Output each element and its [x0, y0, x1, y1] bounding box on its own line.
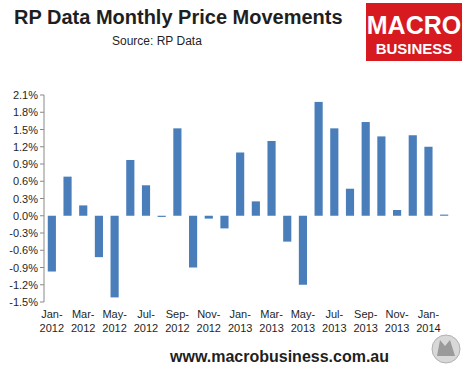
y-tick-label: -1.5%	[9, 296, 38, 308]
bar	[173, 128, 181, 215]
bar	[48, 216, 56, 272]
y-tick-label: 0.9%	[13, 158, 38, 170]
y-tick-label: -1.2%	[9, 279, 38, 291]
bar	[377, 136, 385, 215]
bar	[95, 216, 103, 257]
bar	[63, 177, 71, 216]
y-tick-label: 0.6%	[13, 175, 38, 187]
bar	[267, 141, 275, 216]
bar	[236, 153, 244, 216]
logo-text: MACRO	[367, 11, 461, 39]
bar	[424, 147, 432, 216]
x-tick-label: Nov-2013	[385, 308, 409, 334]
bar	[409, 135, 417, 216]
bar	[330, 128, 338, 215]
footer: www.macrobusiness.com.au	[169, 348, 389, 365]
bar	[393, 210, 401, 216]
chart: RP Data Monthly Price Movements Source: R…	[0, 0, 467, 372]
x-tick-label: Jul-2012	[134, 308, 158, 334]
x-tick-label: Jan-2013	[228, 308, 252, 334]
y-tick-label: 1.8%	[13, 106, 38, 118]
y-tick-label: 0.3%	[13, 193, 38, 205]
y-tick	[40, 215, 44, 216]
bar	[440, 215, 448, 216]
background	[0, 0, 467, 372]
y-tick	[40, 198, 44, 199]
title: RP Data Monthly Price Movements	[14, 6, 343, 28]
y-tick-label: 1.5%	[13, 124, 38, 136]
y-tick	[40, 250, 44, 251]
bar	[79, 205, 87, 215]
bars	[48, 102, 448, 298]
y-tick-label: -0.9%	[9, 262, 38, 274]
emblem-circle	[432, 335, 460, 363]
emblem	[432, 335, 460, 363]
bar	[252, 201, 260, 215]
x-tick-label: Mar-2013	[259, 308, 283, 334]
bar	[346, 189, 354, 216]
bar	[220, 216, 228, 229]
bar	[362, 122, 370, 216]
x-tick-label: Sep-2012	[165, 308, 189, 334]
y-tick	[40, 267, 44, 268]
y-tick-label: 1.2%	[13, 141, 38, 153]
bar	[205, 216, 213, 219]
y-tick	[40, 181, 44, 182]
logo-text: BUSINESS	[376, 40, 453, 57]
x-tick-label: Jan-2014	[416, 308, 440, 334]
logo-box	[366, 3, 462, 61]
y-tick	[40, 129, 44, 130]
y-tick	[40, 284, 44, 285]
y-tick	[40, 302, 44, 303]
y-tick-label: -0.3%	[9, 227, 38, 239]
y-tick	[40, 146, 44, 147]
y-tick-label: 0.0%	[13, 210, 38, 222]
x-tick-label: Sep-2013	[353, 308, 377, 334]
emblem-shape	[437, 340, 455, 356]
x-tick-label: May-2013	[291, 308, 316, 334]
bar	[158, 216, 166, 217]
x-tick-label: Jul-2013	[322, 308, 346, 334]
bar	[111, 216, 119, 298]
bar	[299, 216, 307, 285]
bar	[126, 160, 134, 216]
x-tick-label: Jan-2012	[40, 308, 64, 334]
y-tick	[40, 233, 44, 234]
y-tick	[40, 95, 44, 96]
bar	[142, 185, 150, 215]
y-tick	[40, 164, 44, 165]
x-tick-label: May-2012	[102, 308, 127, 334]
x-tick-label: Nov-2012	[197, 308, 221, 334]
bar	[283, 216, 291, 242]
subtitle: Source: RP Data	[112, 34, 202, 48]
y-tick	[40, 112, 44, 113]
y-tick-label: -0.6%	[9, 244, 38, 256]
bar	[315, 102, 323, 216]
y-tick-label: 2.1%	[13, 89, 38, 101]
bar	[189, 216, 197, 268]
logo: MACROBUSINESS	[366, 3, 462, 61]
x-tick-label: Mar-2012	[71, 308, 95, 334]
